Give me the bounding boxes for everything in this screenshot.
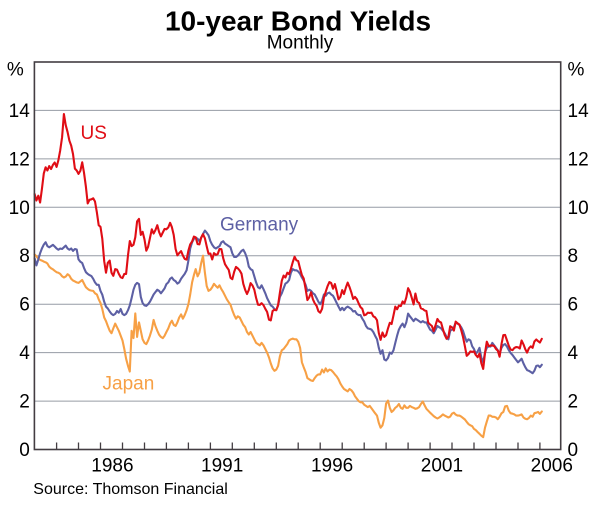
svg-text:2001: 2001 <box>421 456 463 477</box>
svg-text:4: 4 <box>19 343 30 364</box>
svg-text:8: 8 <box>19 246 30 267</box>
svg-text:1996: 1996 <box>311 456 353 477</box>
svg-text:12: 12 <box>9 149 30 170</box>
svg-text:Monthly: Monthly <box>267 32 334 53</box>
svg-text:12: 12 <box>568 149 589 170</box>
svg-text:6: 6 <box>19 295 30 316</box>
svg-text:10: 10 <box>9 198 30 219</box>
svg-text:1986: 1986 <box>91 456 133 477</box>
svg-text:14: 14 <box>568 101 590 122</box>
svg-text:Source: Thomson Financial: Source: Thomson Financial <box>33 481 227 498</box>
svg-text:%: % <box>568 60 585 81</box>
svg-text:14: 14 <box>9 101 31 122</box>
svg-text:2006: 2006 <box>531 456 573 477</box>
svg-text:0: 0 <box>568 440 579 461</box>
svg-text:10: 10 <box>568 198 589 219</box>
svg-text:%: % <box>7 60 24 81</box>
svg-text:US: US <box>81 123 107 144</box>
svg-text:2: 2 <box>568 392 579 413</box>
svg-text:10-year Bond Yields: 10-year Bond Yields <box>165 6 431 37</box>
svg-text:8: 8 <box>568 246 579 267</box>
svg-text:6: 6 <box>568 295 579 316</box>
svg-text:Germany: Germany <box>220 215 299 236</box>
svg-text:Japan: Japan <box>103 374 155 395</box>
svg-text:2: 2 <box>19 392 30 413</box>
svg-text:0: 0 <box>19 440 30 461</box>
svg-text:4: 4 <box>568 343 579 364</box>
svg-text:1991: 1991 <box>201 456 243 477</box>
